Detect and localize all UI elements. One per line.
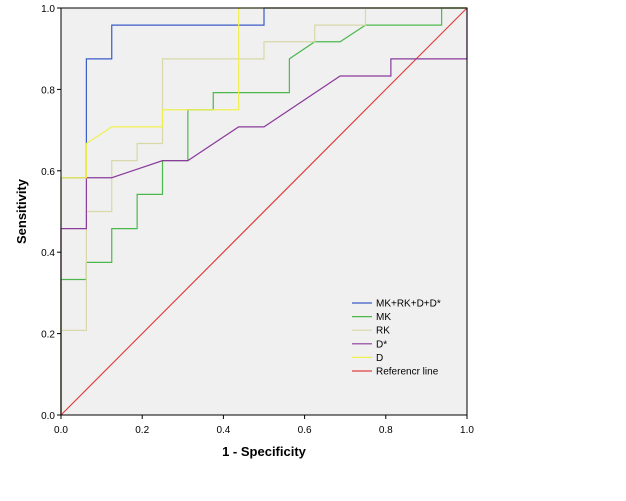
y-tick-label: 0.6 <box>41 167 55 178</box>
curve-d <box>60 7 467 415</box>
curve-d <box>60 8 468 415</box>
curve-mk <box>60 7 467 415</box>
legend-label: D <box>376 353 383 364</box>
legend: MK+RK+D+D* MK RK D* D Referencr line <box>352 299 441 378</box>
x-axis-title: 1 - Specificity <box>222 444 307 459</box>
legend-label: MK+RK+D+D* <box>376 299 441 310</box>
y-tick-label: 1.0 <box>41 4 55 15</box>
curve-rk <box>60 7 467 415</box>
curves-layer <box>60 7 468 416</box>
x-tick-label: 0.4 <box>216 425 230 436</box>
x-tick-label: 0.6 <box>298 425 312 436</box>
legend-label: RK <box>376 326 390 337</box>
x-tick-label: 0.0 <box>54 425 68 436</box>
plot-frame <box>60 7 468 416</box>
legend-label: D* <box>376 339 387 350</box>
y-axis-title: Sensitivity <box>14 178 29 244</box>
y-axis: 0.0 0.2 0.4 0.6 0.8 1.0 <box>41 4 61 422</box>
legend-label: MK <box>376 312 391 323</box>
x-tick-label: 1.0 <box>460 425 474 436</box>
y-tick-label: 0.0 <box>41 411 55 422</box>
x-tick-label: 0.2 <box>135 425 149 436</box>
x-tick-label: 0.8 <box>379 425 393 436</box>
y-tick-label: 0.4 <box>41 248 55 259</box>
curve-referencr-line <box>60 7 468 416</box>
x-axis: 0.0 0.2 0.4 0.6 0.8 1.0 <box>54 415 474 436</box>
y-tick-label: 0.8 <box>41 85 55 96</box>
legend-label: Referencr line <box>376 367 439 378</box>
y-tick-label: 0.2 <box>41 330 55 341</box>
